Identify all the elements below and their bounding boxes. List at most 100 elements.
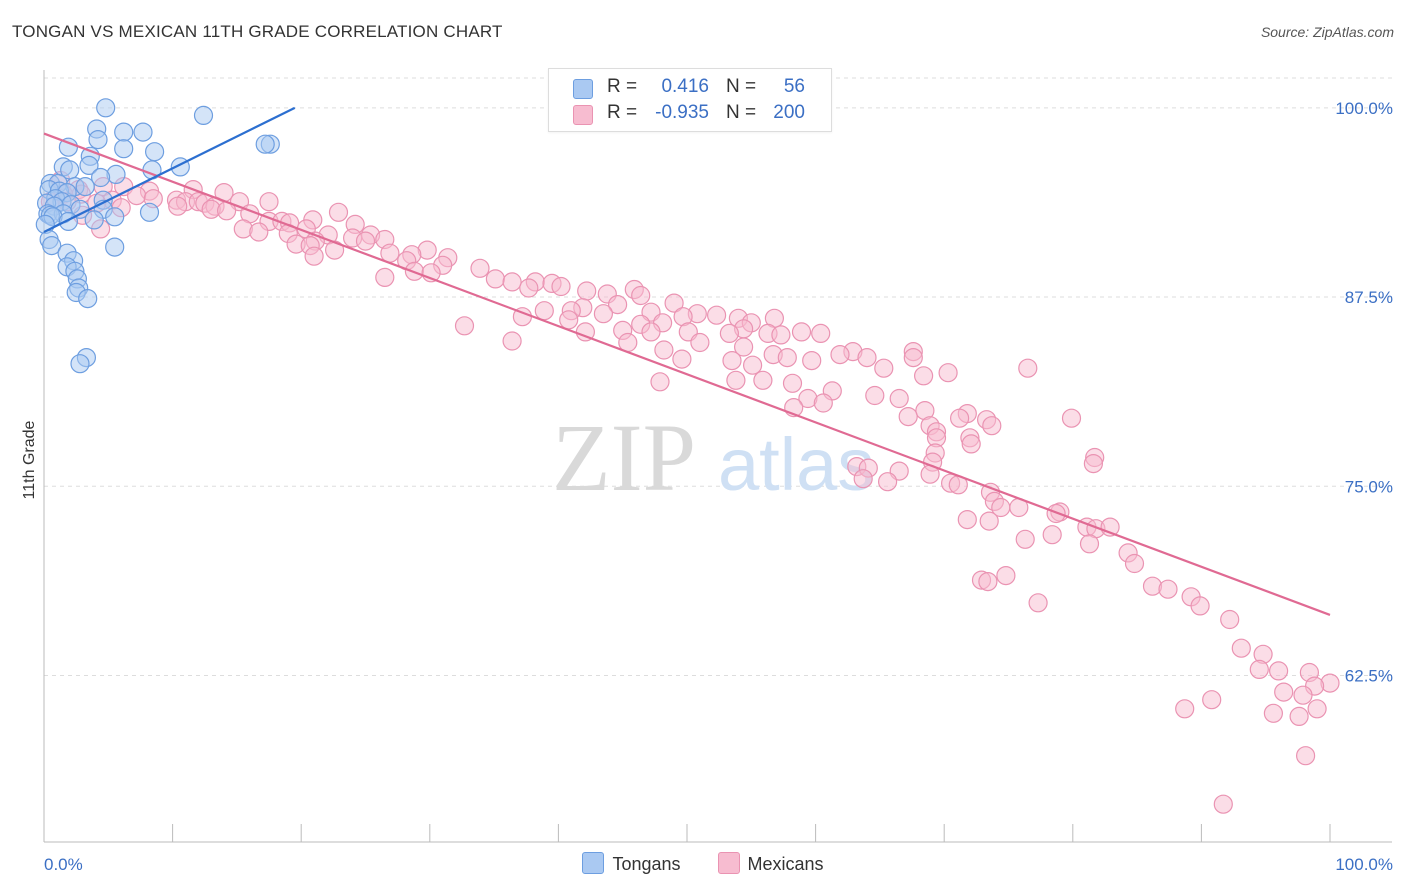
mexican-point-175: [1220, 609, 1240, 630]
mexican-point-164: [1079, 534, 1100, 554]
mexican-point-158: [979, 511, 999, 531]
legend-label-tongans: Tongans: [612, 854, 681, 874]
tongan-point-10: [145, 142, 165, 162]
mexican-point-60: [502, 272, 522, 292]
mexican-point-68: [631, 285, 651, 306]
mexican-point-142: [1083, 454, 1104, 474]
tongan-point-13: [79, 155, 99, 175]
tongan-n-value: 56: [783, 76, 805, 97]
mexican-point-179: [1268, 661, 1289, 681]
tongan-points: [35, 98, 280, 374]
mexican-point-185: [1202, 690, 1222, 710]
stats-row-mexican: R = -0.935 N = 200: [549, 101, 831, 127]
legend-swatch-mexicans: [717, 852, 740, 874]
mexican-point-59: [485, 269, 505, 289]
tongan-trend-line: [43, 106, 296, 233]
mexican-point-122: [865, 385, 885, 406]
tongan-n-label: N =: [726, 76, 757, 97]
mexican-point-174: [1190, 596, 1210, 616]
mexican-point-189: [1263, 703, 1284, 723]
watermark-zip: ZIP: [552, 404, 696, 511]
x-tick-label-0: 0.0%: [44, 855, 83, 874]
tongan-point-41: [58, 211, 79, 231]
mexican-point-26: [328, 202, 349, 222]
mexican-point-119: [650, 372, 670, 392]
tongan-point-55: [70, 354, 90, 374]
trend-lines: [43, 106, 1331, 616]
mexican-point-183: [1293, 685, 1313, 705]
mexican-point-171: [1158, 579, 1178, 599]
mexican-point-187: [1213, 794, 1233, 814]
tongan-point-22: [75, 177, 95, 197]
mexican-point-157: [957, 509, 977, 530]
mexican-point-115: [938, 363, 958, 383]
tick-labels: 62.5% 75.0% 87.5% 100.0% 0.0% 100.0%: [44, 99, 1393, 874]
chart-title: TONGAN VS MEXICAN 11TH GRADE CORRELATION…: [12, 22, 503, 41]
mexican-point-63: [551, 276, 571, 297]
tongan-point-53: [78, 289, 98, 309]
mexican-points: [40, 170, 1340, 814]
tongan-point-1: [193, 105, 214, 126]
tongan-point-34: [139, 202, 160, 222]
mexican-point-55: [470, 258, 490, 278]
mexican-point-166: [1124, 553, 1145, 574]
mexican-point-51: [304, 246, 324, 266]
x-tick-label-1: 100.0%: [1335, 855, 1393, 874]
mexican-point-108: [777, 348, 797, 368]
mexican-r-label: R =: [607, 102, 638, 123]
mexican-trend-line: [43, 132, 1331, 616]
mexican-point-73: [534, 301, 554, 321]
mexican-point-147: [853, 469, 873, 489]
mexican-point-109: [672, 349, 692, 369]
mexican-point-125: [813, 393, 833, 413]
mexican-point-101: [654, 340, 674, 360]
mexican-point-123: [889, 388, 909, 409]
mexican-point-163: [1015, 529, 1035, 549]
mexican-point-184: [1307, 699, 1327, 719]
mexican-point-118: [753, 370, 773, 390]
tongan-point-9: [114, 139, 134, 159]
y-tick-label-2: 87.5%: [1345, 288, 1393, 307]
mexican-point-89: [791, 322, 812, 342]
mexican-point-133: [982, 416, 1002, 436]
y-tick-label-0: 62.5%: [1345, 666, 1393, 685]
tongan-point-5: [88, 130, 108, 150]
mexican-point-190: [1289, 706, 1309, 727]
legend-item-tongans[interactable]: Tongans: [582, 852, 681, 875]
tongan-point-39: [105, 207, 125, 227]
mexican-point-173: [1028, 593, 1048, 613]
mexican-point-98: [690, 332, 710, 353]
mexican-point-18: [259, 192, 279, 212]
tongan-swatch: [573, 79, 593, 99]
legend-item-mexicans[interactable]: Mexicans: [717, 852, 824, 875]
mexican-point-117: [726, 370, 746, 390]
stats-row-tongan: R = 0.416 N = 56: [549, 75, 831, 101]
mexican-point-113: [874, 358, 894, 378]
mexican-point-70: [607, 295, 628, 315]
mexican-point-96: [771, 325, 791, 345]
y-tick-label-3: 100.0%: [1335, 99, 1393, 118]
mexican-point-111: [802, 351, 822, 371]
mexican-point-35: [233, 219, 253, 239]
mexican-point-178: [1249, 659, 1269, 680]
tongan-r-value: 0.416: [661, 76, 709, 97]
mexican-point-169: [978, 571, 998, 592]
mexican-point-82: [559, 310, 579, 330]
mexican-point-112: [742, 355, 763, 375]
tongan-point-3: [114, 122, 134, 142]
mexican-point-75: [593, 304, 614, 324]
mexican-point-44: [355, 231, 376, 251]
tongan-point-7: [255, 134, 275, 154]
mexican-point-167: [996, 565, 1016, 586]
mexican-point-162: [1042, 525, 1062, 545]
tongan-point-4: [133, 122, 153, 142]
mexican-point-148: [877, 472, 898, 492]
tongan-point-45: [105, 237, 125, 257]
mexican-point-154: [991, 497, 1011, 518]
legend-swatch-tongans: [582, 852, 605, 874]
mexican-n-label: N =: [726, 102, 757, 123]
mexican-point-191: [1175, 699, 1195, 719]
mexican-point-90: [641, 322, 661, 342]
mexican-point-131: [949, 408, 970, 428]
